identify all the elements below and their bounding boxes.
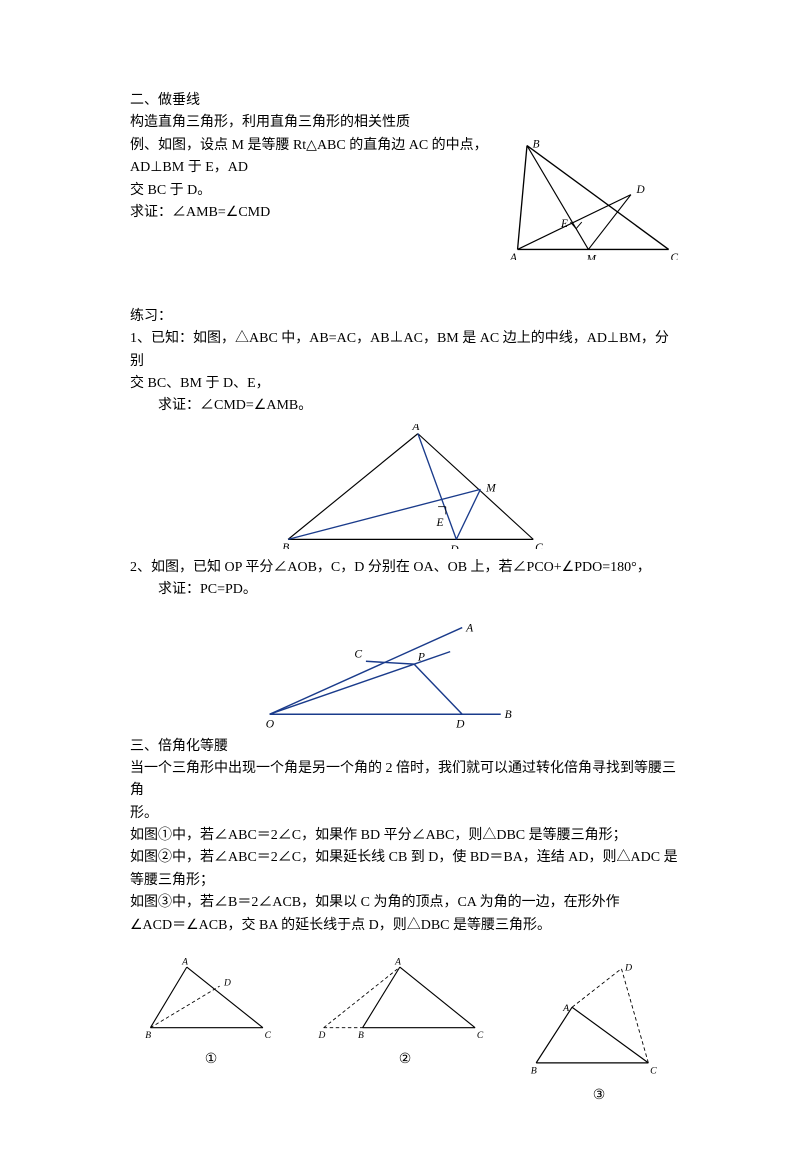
- svg-text:A: A: [394, 958, 401, 968]
- section3-p3a: 如图②中，若∠ABC＝2∠C，如果延长线 CB 到 D，使 BD＝BA，连结 A…: [130, 847, 680, 869]
- section3-p1b: 形。: [130, 803, 680, 825]
- svg-text:O: O: [266, 718, 275, 727]
- triangle-label-1: ①: [141, 1049, 281, 1071]
- svg-text:B: B: [145, 1031, 151, 1041]
- svg-text:D: D: [223, 978, 231, 988]
- practice-label: 练习：: [130, 306, 680, 328]
- svg-text:B: B: [533, 138, 540, 150]
- svg-text:A: A: [411, 424, 420, 433]
- svg-text:E: E: [435, 517, 443, 529]
- svg-text:A: A: [181, 958, 188, 968]
- svg-text:C: C: [477, 1031, 484, 1041]
- svg-text:C: C: [265, 1031, 272, 1041]
- svg-text:D: D: [449, 544, 459, 549]
- figure-1: A B C M D E: [510, 135, 680, 260]
- svg-text:B: B: [282, 542, 289, 549]
- triangle-label-3: ③: [529, 1085, 669, 1107]
- svg-text:C: C: [650, 1066, 657, 1077]
- svg-text:M: M: [586, 253, 597, 259]
- svg-text:A: A: [562, 1003, 570, 1014]
- figure-1-container: A B C M D E: [510, 135, 680, 260]
- triangle-label-2: ②: [311, 1049, 499, 1071]
- svg-text:C: C: [354, 648, 362, 660]
- section3-p3b: 等腰三角形；: [130, 870, 680, 892]
- figure-2: A B C M D E: [280, 424, 550, 549]
- triangle-2: A B C D: [311, 955, 499, 1045]
- triangle-row: A B C D ① A B C D ② A B C D ③: [130, 955, 680, 1107]
- triangle-3: A B C D: [529, 955, 669, 1081]
- svg-text:A: A: [465, 622, 474, 634]
- svg-text:A: A: [510, 252, 517, 260]
- svg-text:P: P: [417, 651, 425, 663]
- section3-p4b: ∠ACD＝∠ACB，交 BA 的延长线于点 D，则△DBC 是等腰三角形。: [130, 915, 680, 937]
- triangle-1: A B C D: [141, 955, 281, 1045]
- q2-line1: 2、如图，已知 OP 平分∠AOB，C，D 分别在 OA、OB 上，若∠PCO+…: [130, 557, 680, 579]
- svg-text:C: C: [671, 252, 679, 260]
- svg-text:M: M: [485, 482, 497, 494]
- section3-p4a: 如图③中，若∠B＝2∠ACB，如果以 C 为角的顶点，CA 为角的一边，在形外作: [130, 892, 680, 914]
- svg-text:B: B: [505, 709, 512, 721]
- q1-line2: 交 BC、BM 于 D、E，: [130, 373, 680, 395]
- svg-text:E: E: [560, 218, 568, 230]
- q1-line3: 求证：∠CMD=∠AMB。: [130, 395, 680, 417]
- svg-text:D: D: [636, 184, 646, 196]
- section2-line1: 构造直角三角形，利用直角三角形的相关性质: [130, 112, 680, 134]
- svg-text:D: D: [624, 962, 632, 973]
- svg-text:D: D: [317, 1031, 325, 1041]
- q1-line1: 1、已知：如图，△ABC 中，AB=AC，AB⊥AC，BM 是 AC 边上的中线…: [130, 328, 680, 373]
- figure-3-container: O A B D C P: [260, 608, 680, 728]
- section3-p1a: 当一个三角形中出现一个角是另一个角的 2 倍时，我们就可以通过转化倍角寻找到等腰…: [130, 758, 680, 803]
- svg-text:C: C: [535, 542, 543, 549]
- section3-title: 三、倍角化等腰: [130, 736, 680, 758]
- figure-2-container: A B C M D E: [280, 424, 680, 549]
- svg-text:B: B: [358, 1031, 364, 1041]
- svg-text:D: D: [455, 718, 465, 727]
- svg-text:B: B: [531, 1066, 537, 1077]
- q2-line2: 求证：PC=PD。: [130, 579, 680, 601]
- section3-p2: 如图①中，若∠ABC＝2∠C，如果作 BD 平分∠ABC，则△DBC 是等腰三角…: [130, 825, 680, 847]
- section2-title: 二、做垂线: [130, 90, 680, 112]
- figure-3: O A B D C P: [260, 608, 520, 728]
